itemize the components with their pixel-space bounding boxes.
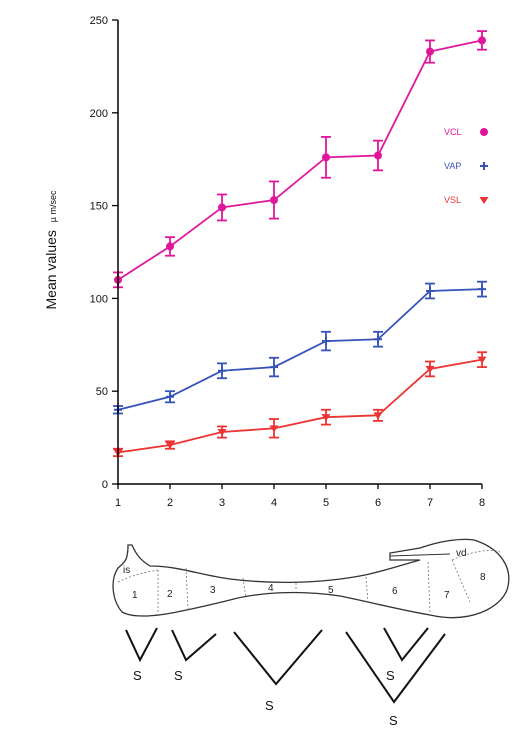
group-label: S — [265, 698, 274, 713]
segment-label-5: 5 — [328, 585, 334, 596]
diagram-outline — [112, 538, 510, 619]
series-vsl — [113, 351, 487, 458]
y-tick-label: 100 — [90, 293, 108, 305]
segment-label-7: 7 — [444, 590, 450, 601]
diagram-divider — [365, 576, 369, 603]
y-tick-label: 0 — [102, 479, 108, 491]
data-point-vcl — [270, 196, 278, 205]
segment-label-8: 8 — [480, 572, 486, 583]
legend: VCL VAP VSL — [444, 127, 489, 205]
data-point-vap — [374, 335, 382, 344]
legend-label-vap: VAP — [444, 161, 461, 171]
data-point-vsl — [425, 365, 435, 373]
x-tick-label: 8 — [479, 497, 485, 509]
x-tick-label: 1 — [115, 497, 121, 509]
data-point-vsl — [373, 412, 383, 420]
legend-marker-vcl — [480, 128, 488, 136]
group-label: S — [389, 713, 398, 728]
series-line-vsl — [117, 358, 483, 454]
data-point-vsl — [269, 425, 279, 433]
segment-groups: S S S S S — [125, 627, 446, 728]
x-tick-label: 5 — [323, 497, 329, 509]
diagram-divider — [451, 559, 471, 603]
segment-label-3: 3 — [210, 585, 216, 596]
group-chevron — [233, 629, 323, 686]
y-tick-label: 200 — [90, 108, 108, 120]
legend-marker-vsl — [479, 197, 489, 204]
group-chevron — [171, 629, 217, 662]
data-point-vsl — [165, 442, 175, 450]
group-label: S — [133, 668, 142, 683]
group-chevron — [345, 631, 446, 704]
diagram-divider — [242, 577, 247, 599]
diagram-divider — [117, 569, 159, 583]
segment-label-vd: vd — [456, 548, 467, 559]
data-point-vcl — [426, 47, 434, 56]
data-point-vcl — [218, 203, 226, 212]
legend-label-vcl: VCL — [444, 127, 462, 137]
legend-marker-vap — [480, 162, 488, 170]
data-point-vcl — [478, 36, 486, 45]
plot-area — [113, 30, 487, 458]
y-axis-label-text: Mean values — [43, 230, 59, 309]
group-label: S — [174, 668, 183, 683]
data-point-vcl — [322, 153, 330, 162]
segment-label-2: 2 — [167, 589, 173, 600]
diagram-divider — [427, 561, 431, 613]
data-point-vap — [218, 366, 226, 375]
data-point-vap — [322, 337, 330, 346]
x-tick-label: 2 — [167, 497, 173, 509]
data-point-vap — [270, 363, 278, 372]
data-point-vsl — [321, 414, 331, 422]
y-tick-label: 250 — [90, 15, 108, 27]
diagram-divider — [185, 567, 189, 611]
x-tick-label: 3 — [219, 497, 225, 509]
group-chevron — [383, 627, 429, 662]
y-tick-label: 150 — [90, 201, 108, 213]
x-tick-label: 4 — [271, 497, 277, 509]
data-point-vsl — [477, 356, 487, 364]
y-axis: 0 50 100 150 200 250 — [90, 15, 119, 491]
data-point-vap — [478, 285, 486, 294]
series-vap — [113, 280, 487, 415]
segment-label-is: is — [123, 565, 130, 576]
legend-label-vsl: VSL — [444, 195, 461, 205]
segment-label-6: 6 — [392, 586, 398, 597]
y-tick-label: 50 — [96, 386, 108, 398]
x-tick-label: 7 — [427, 497, 433, 509]
series-line-vcl — [117, 39, 483, 281]
data-point-vcl — [374, 151, 382, 160]
diagram-duct — [389, 553, 451, 557]
group-chevron — [125, 627, 158, 663]
series-vcl — [113, 30, 487, 289]
group-label: S — [386, 668, 395, 683]
data-point-vap — [426, 286, 434, 295]
x-axis: 1 2 3 4 5 6 7 8 — [115, 483, 485, 509]
data-point-vsl — [217, 429, 227, 437]
series-line-vap — [117, 288, 483, 411]
segment-label-1: 1 — [132, 590, 138, 601]
segment-label-4: 4 — [268, 583, 274, 594]
data-point-vcl — [166, 242, 174, 251]
y-axis-label: Mean values µ m/sec — [43, 190, 59, 309]
data-point-vap — [166, 392, 174, 401]
segment-diagram: is 1 2 3 4 5 6 7 vd 8 — [112, 538, 510, 619]
y-axis-label-unit: µ m/sec — [48, 190, 58, 222]
x-tick-label: 6 — [375, 497, 381, 509]
diagram-divider — [451, 550, 501, 561]
